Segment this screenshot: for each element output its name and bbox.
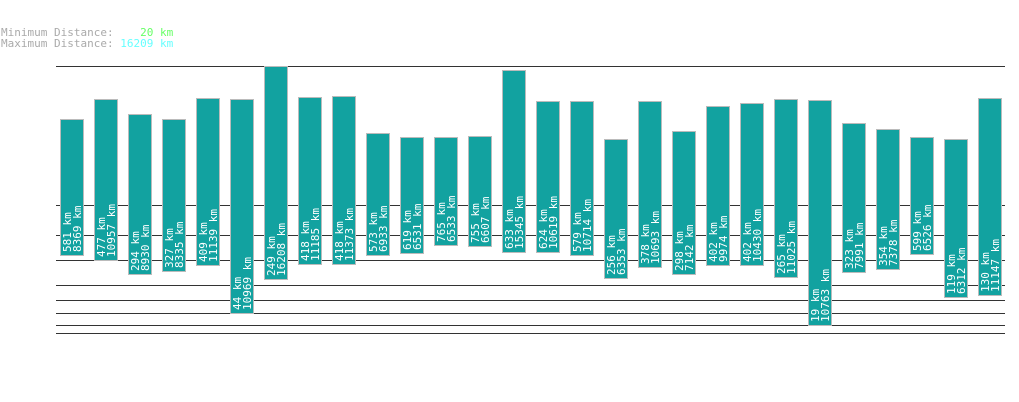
bar-min-label: 619 km (401, 210, 414, 250)
distance-bar (196, 98, 220, 266)
distance-bar (536, 101, 560, 253)
bar-min-label: 477 km (95, 217, 108, 257)
bar-max-label: 10763 km (819, 269, 832, 322)
bar-max-label: 6533 km (445, 195, 458, 242)
bar-min-label: 44 km (231, 277, 244, 310)
bar-min-label: 298 km (673, 231, 686, 271)
bar-min-label: 19 km (809, 289, 822, 322)
distance-bar (570, 101, 594, 256)
max-distance-label: Maximum Distance: (1, 37, 114, 50)
distance-bar (706, 106, 730, 266)
distance-bar (128, 114, 152, 275)
bar-min-label: 581 km (61, 212, 74, 252)
bar-min-label: 327 km (163, 228, 176, 268)
bar-min-label: 119 km (945, 254, 958, 294)
bar-min-label: 633 km (503, 209, 516, 249)
bar-min-label: 265 km (775, 234, 788, 274)
distance-bar (400, 137, 424, 254)
bar-min-label: 402 km (707, 222, 720, 262)
distance-bar (264, 66, 288, 280)
bar-max-label: 10693 km (649, 211, 662, 264)
distance-bar (638, 101, 662, 268)
bar-max-label: 8930 km (139, 224, 152, 271)
bar-min-label: 409 km (197, 222, 210, 262)
distance-bar (740, 103, 764, 266)
bar-max-label: 10430 km (751, 209, 764, 262)
bar-max-label: 10714 km (581, 199, 594, 252)
bar-max-label: 6531 km (411, 203, 424, 250)
bar-max-label: 9974 km (717, 215, 730, 262)
bar-max-label: 11025 km (785, 221, 798, 274)
distance-bar (502, 70, 526, 253)
bar-min-label: 249 km (265, 236, 278, 276)
bar-min-label: 765 km (435, 202, 448, 242)
bar-max-label: 8369 km (71, 205, 84, 252)
bar-min-label: 354 km (877, 226, 890, 266)
bar-max-label: 6312 km (955, 247, 968, 294)
distance-bar (434, 137, 458, 246)
bar-max-label: 11139 km (207, 209, 220, 262)
distance-bar (162, 119, 186, 272)
bar-min-label: 599 km (911, 211, 924, 251)
distance-bar (910, 137, 934, 255)
bar-max-label: 7991 km (853, 222, 866, 269)
bar-min-label: 130 km (979, 252, 992, 292)
distance-bar (230, 99, 254, 314)
distance-bar (298, 97, 322, 265)
distance-bar (94, 99, 118, 261)
distance-bar (842, 123, 866, 273)
distance-bar (774, 99, 798, 278)
min-distance-value: 20 km (140, 26, 174, 39)
bar-max-label: 6353 km (615, 228, 628, 275)
bar-min-label: 624 km (537, 209, 550, 249)
min-distance-row: Minimum Distance: 20 km (1, 27, 173, 38)
bar-min-label: 402 km (741, 222, 754, 262)
bar-min-label: 579 km (571, 212, 584, 252)
distance-bar (60, 119, 84, 256)
distance-bar (808, 100, 832, 326)
bar-min-label: 256 km (605, 235, 618, 275)
bar-max-label: 8335 km (173, 221, 186, 268)
bar-max-label: 15345 km (513, 196, 526, 249)
bar-max-label: 10957 km (105, 204, 118, 257)
distance-bar (978, 98, 1002, 296)
bar-max-label: 11147 km (989, 239, 1002, 292)
bar-min-label: 755 km (469, 203, 482, 243)
bar-max-label: 7378 km (887, 219, 900, 266)
distance-bar (944, 139, 968, 298)
bar-max-label: 7142 km (683, 224, 696, 271)
bar-min-label: 323 km (843, 229, 856, 269)
bar-max-label: 6607 km (479, 196, 492, 243)
bar-max-label: 16208 km (275, 223, 288, 276)
min-distance-label: Minimum Distance: (1, 26, 114, 39)
bar-min-label: 573 km (367, 212, 380, 252)
bar-min-label: 418 km (333, 221, 346, 261)
bar-max-label: 10969 km (241, 257, 254, 310)
distance-bar (366, 133, 390, 256)
distance-bar (332, 96, 356, 265)
distance-bar (876, 129, 900, 270)
distance-bar (604, 139, 628, 279)
bar-min-label: 418 km (299, 221, 312, 261)
bar-min-label: 294 km (129, 231, 142, 271)
bar-max-label: 6526 km (921, 204, 934, 251)
bar-max-label: 11373 km (343, 208, 356, 261)
bar-max-label: 6933 km (377, 205, 390, 252)
distance-bar (468, 136, 492, 247)
max-distance-row: Maximum Distance: 16209 km (1, 38, 173, 49)
max-distance-value: 16209 km (120, 37, 174, 50)
distance-bar (672, 131, 696, 275)
bar-max-label: 10619 km (547, 196, 560, 249)
bar-max-label: 11185 km (309, 208, 322, 261)
bar-min-label: 378 km (639, 224, 652, 264)
